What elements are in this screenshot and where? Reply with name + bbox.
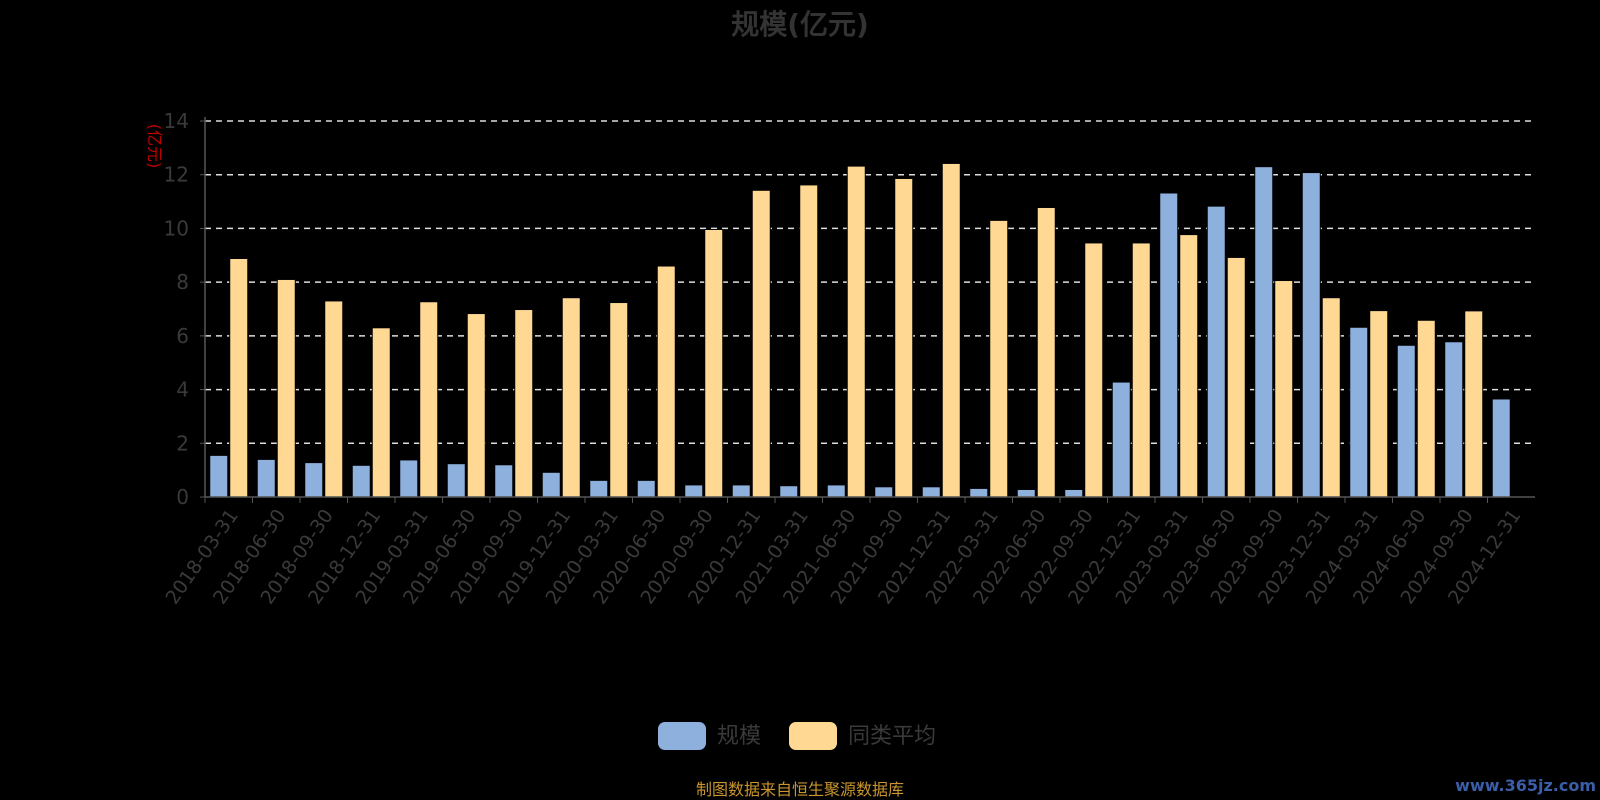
bar-scale [684, 484, 704, 498]
bar-peer-average [1131, 242, 1151, 498]
bar-scale [589, 479, 609, 498]
bar-scale [541, 471, 561, 498]
bar-scale [1111, 381, 1131, 498]
bar-peer-average [941, 162, 961, 498]
chart-title: 规模(亿元) [731, 8, 869, 41]
bar-peer-average [609, 302, 629, 498]
bar-scale [969, 487, 989, 498]
legend-swatch [658, 722, 706, 750]
bar-peer-average [1321, 297, 1341, 498]
bar-peer-average [1416, 319, 1436, 498]
bar-scale [1444, 341, 1464, 498]
bar-peer-average [324, 300, 344, 498]
bar-peer-average [1179, 234, 1199, 498]
bar-peer-average [466, 313, 486, 498]
bar-peer-average [276, 278, 296, 498]
bar-peer-average [1274, 280, 1294, 498]
y-tick-label: 2 [176, 431, 189, 455]
bar-peer-average [894, 177, 914, 498]
legend-label: 规模 [717, 724, 761, 749]
y-tick-label: 0 [176, 485, 189, 509]
legend: 规模 同类平均 [658, 722, 936, 750]
bar-scale [874, 486, 894, 498]
bar-peer-average [514, 309, 534, 498]
bar-peer-average [846, 165, 866, 498]
bar-peer-average [799, 184, 819, 498]
x-axis-ticks: 2018-03-312018-06-302018-09-302018-12-31… [161, 497, 1525, 608]
legend-swatch [789, 722, 837, 750]
bar-scale [731, 484, 751, 498]
bar-scale [921, 486, 941, 498]
bar-scale [1159, 192, 1179, 498]
watermark: www.365jz.com [1455, 776, 1596, 795]
bar-scale [1064, 488, 1084, 498]
bar-peer-average [1036, 206, 1056, 498]
bar-scale [351, 464, 371, 498]
bar-scale [1396, 344, 1416, 498]
source-note: 制图数据来自恒生聚源数据库 [696, 780, 904, 799]
legend-label: 同类平均 [848, 724, 936, 749]
y-tick-label: 12 [164, 163, 189, 187]
bar-peer-average [561, 297, 581, 498]
bar-scale [1301, 172, 1321, 498]
bar-peer-average [751, 189, 771, 498]
bar-scale [1016, 488, 1036, 498]
y-tick-label: 8 [176, 270, 189, 294]
bar-scale [256, 458, 276, 498]
bar-scale [636, 479, 656, 498]
bar-scale [779, 485, 799, 498]
bar-scale [304, 462, 324, 498]
bar-peer-average [1226, 256, 1246, 498]
bar-scale [1349, 326, 1369, 498]
bar-scale [1254, 166, 1274, 498]
bars [209, 162, 1511, 498]
bar-peer-average [656, 265, 676, 498]
bar-scale [494, 464, 514, 498]
bar-peer-average [1084, 242, 1104, 498]
bar-peer-average [989, 219, 1009, 498]
bar-scale [446, 463, 466, 498]
y-tick-label: 10 [164, 216, 189, 240]
y-tick-label: 4 [176, 378, 189, 402]
bar-scale [1491, 398, 1511, 498]
bar-scale [826, 484, 846, 498]
bar-peer-average [1464, 310, 1484, 498]
bar-peer-average [419, 301, 439, 498]
y-tick-label: 6 [176, 324, 189, 348]
bar-peer-average [371, 327, 391, 498]
y-axis-unit: (亿元) [145, 124, 164, 169]
bar-peer-average [229, 258, 249, 498]
y-tick-label: 14 [164, 109, 189, 133]
bar-scale [209, 454, 229, 498]
bar-peer-average [704, 229, 724, 498]
bar-peer-average [1369, 310, 1389, 498]
bar-scale [399, 459, 419, 498]
bar-scale [1206, 205, 1226, 498]
y-axis-ticks: 0 2 4 6 8 10 12 14 [164, 109, 205, 509]
